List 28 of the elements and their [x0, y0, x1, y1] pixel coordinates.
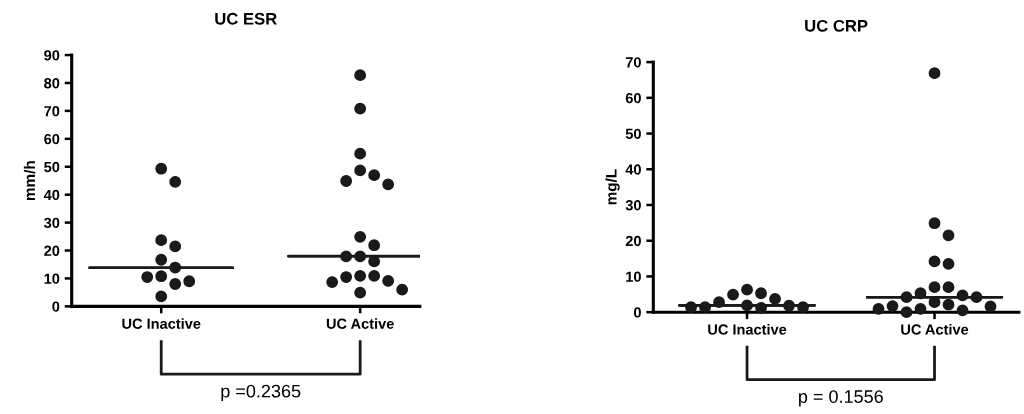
- y-tick-label: 10: [44, 273, 60, 284]
- y-tick-label: 50: [44, 161, 60, 173]
- y-tick-label: 60: [44, 133, 60, 145]
- y-tick-label: 40: [625, 164, 641, 175]
- x-tick-label: UC Active: [326, 318, 394, 329]
- y-tick-label: 0: [52, 301, 60, 312]
- y-tick-label: 50: [625, 128, 641, 139]
- y-axis-title: mm/h: [23, 161, 36, 201]
- y-tick-label: 70: [625, 57, 641, 68]
- chart-title: UC ESR: [215, 12, 277, 25]
- y-tick-label: 20: [44, 245, 60, 256]
- chart-title: UC CRP: [805, 19, 868, 32]
- x-tick-label: UC Inactive: [708, 323, 787, 335]
- x-tick-label: UC Inactive: [122, 318, 201, 329]
- y-axis-title: mg/L: [605, 169, 620, 205]
- y-tick-label: 40: [43, 189, 60, 201]
- text: p = 0.1556: [799, 390, 883, 407]
- y-tick-label: 90: [44, 50, 60, 61]
- x-tick-label: UC Active: [901, 323, 969, 335]
- text: p =0.2365: [221, 384, 301, 402]
- y-tick-label: 30: [625, 200, 641, 211]
- y-tick-label: 60: [625, 92, 641, 104]
- y-tick-label: 10: [626, 271, 641, 282]
- y-tick-label: 30: [43, 217, 60, 229]
- y-tick-label: 70: [44, 106, 60, 117]
- y-tick-label: 20: [625, 235, 641, 247]
- y-tick-label: 0: [633, 307, 641, 318]
- y-tick-label: 80: [44, 78, 60, 89]
